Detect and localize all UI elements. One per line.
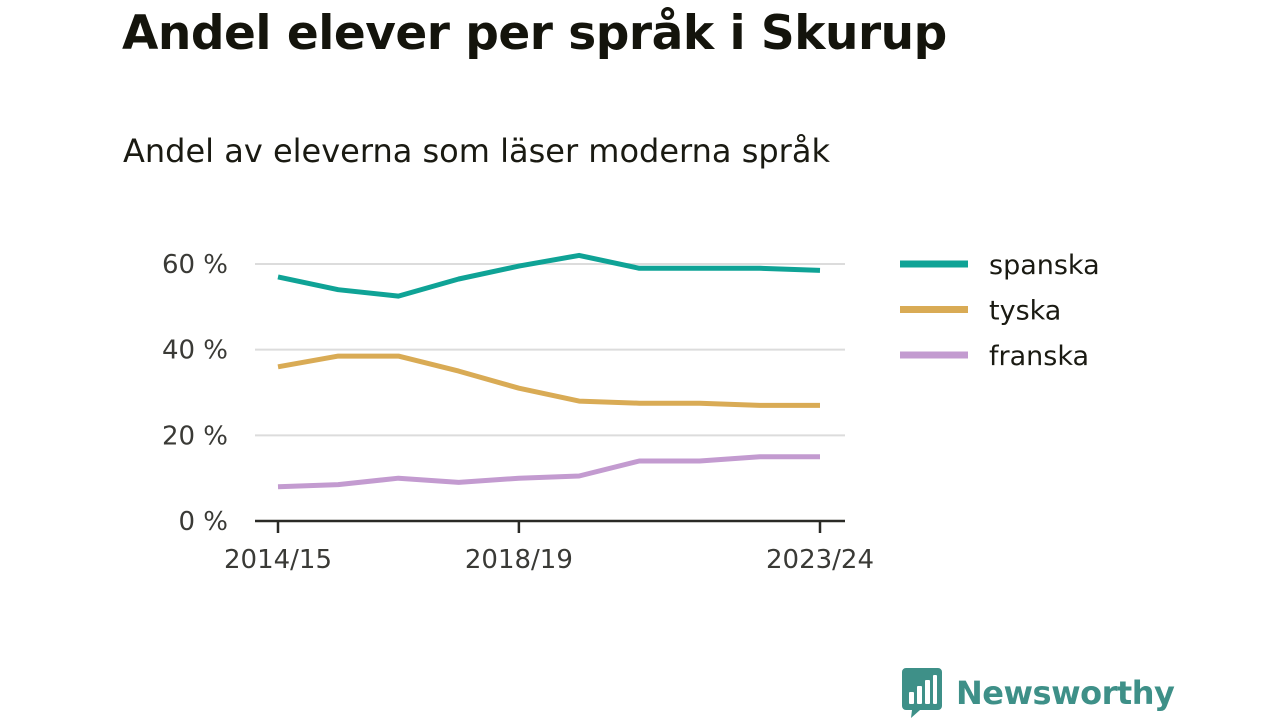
series-lines	[277, 252, 821, 490]
y-tick-label: 60 %	[162, 250, 228, 280]
legend: spanska tyska franska	[900, 250, 1100, 372]
series-line-spanska	[277, 252, 821, 299]
x-tick-label: 2018/19	[465, 545, 573, 575]
legend-label-franska: franska	[989, 341, 1089, 372]
y-tick-label: 20 %	[162, 421, 228, 451]
chart-title: Andel elever per språk i Skurup	[122, 6, 947, 61]
series-line-franska	[277, 454, 820, 490]
legend-label-tyska: tyska	[989, 296, 1061, 327]
x-tick-label: 2014/15	[224, 545, 332, 575]
gridlines	[255, 263, 845, 437]
x-tick-label: 2023/24	[766, 545, 874, 575]
newsworthy-logo: Newsworthy	[902, 668, 1175, 718]
brand-name: Newsworthy	[956, 674, 1175, 712]
x-axis-ticks: 2014/15 2018/19 2023/24	[224, 521, 874, 575]
legend-label-spanska: spanska	[989, 250, 1100, 281]
y-axis-ticks: 0 % 20 % 40 % 60 %	[162, 250, 228, 537]
y-tick-label: 40 %	[162, 336, 228, 366]
y-tick-label: 0 %	[178, 507, 228, 537]
chart-subtitle: Andel av eleverna som läser moderna språ…	[123, 132, 830, 170]
bar-chart-speech-bubble-icon	[902, 668, 942, 718]
series-line-tyska	[277, 353, 820, 408]
